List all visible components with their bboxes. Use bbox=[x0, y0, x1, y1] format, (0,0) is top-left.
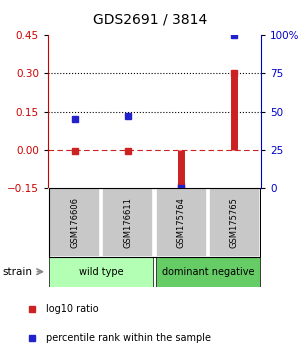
Text: dominant negative: dominant negative bbox=[161, 267, 254, 277]
Bar bbox=[156, 188, 207, 257]
Text: GSM175764: GSM175764 bbox=[177, 197, 186, 247]
Text: strain: strain bbox=[2, 267, 32, 277]
Text: wild type: wild type bbox=[79, 267, 124, 277]
Bar bbox=[156, 257, 260, 287]
Bar bbox=[209, 188, 260, 257]
Text: percentile rank within the sample: percentile rank within the sample bbox=[46, 333, 211, 343]
Bar bbox=[49, 257, 153, 287]
Text: GSM176611: GSM176611 bbox=[123, 197, 132, 247]
Bar bbox=[49, 188, 100, 257]
Text: log10 ratio: log10 ratio bbox=[46, 304, 99, 314]
Text: GDS2691 / 3814: GDS2691 / 3814 bbox=[93, 12, 207, 27]
Bar bbox=[49, 188, 260, 257]
Bar bbox=[102, 188, 153, 257]
Text: GSM175765: GSM175765 bbox=[230, 197, 239, 247]
Text: GSM176606: GSM176606 bbox=[70, 196, 79, 248]
